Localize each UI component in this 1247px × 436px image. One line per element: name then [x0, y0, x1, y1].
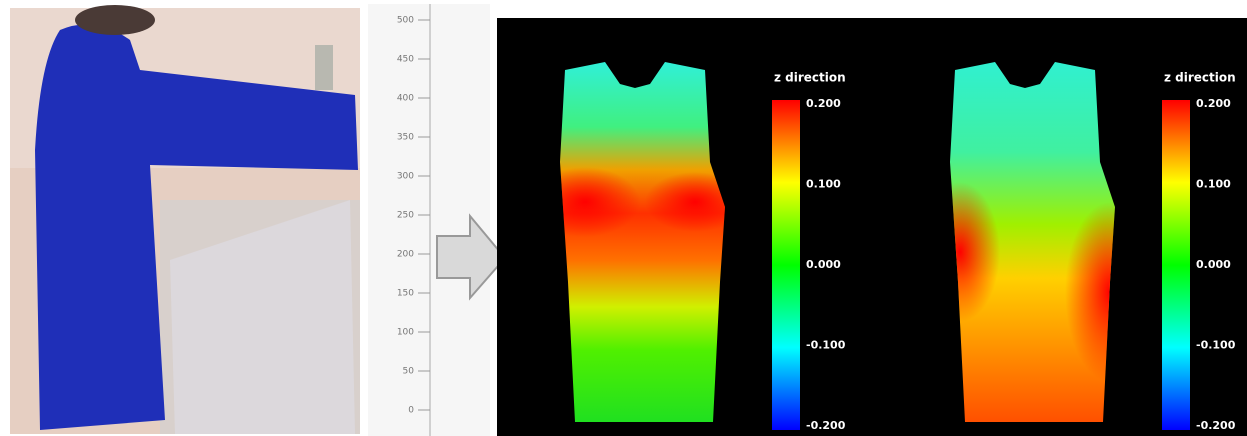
colorbar-label: 0.100 — [1196, 178, 1231, 191]
colorbar-label: 0.200 — [1196, 97, 1231, 110]
colorbar — [772, 100, 800, 430]
ruler-label: 350 — [397, 133, 414, 143]
colorbar-label: 0.000 — [806, 258, 841, 271]
colorbar-label: 0.200 — [806, 97, 841, 110]
ruler-label: 50 — [403, 367, 415, 377]
ruler-label: 500 — [397, 16, 414, 26]
ruler-label: 300 — [397, 172, 414, 182]
colorbar-label: 0.100 — [806, 178, 841, 191]
colorbar-label: 0.000 — [1196, 258, 1231, 271]
colorbar — [1162, 100, 1190, 430]
ruler-label: 150 — [397, 289, 414, 299]
colorbar-label: -0.100 — [1196, 339, 1236, 352]
ruler-label: 400 — [397, 94, 414, 104]
colorbar-title: z direction — [1164, 71, 1236, 85]
ruler-label: 100 — [397, 328, 414, 338]
ruler-label: 0 — [408, 406, 414, 416]
photo — [10, 5, 360, 434]
ruler-label: 450 — [397, 55, 414, 65]
figure: 500450400350300250200150100500 z directi… — [0, 0, 1247, 436]
colorbar-label: -0.200 — [1196, 419, 1236, 432]
colorbar-title: z direction — [774, 71, 846, 85]
ruler-label: 250 — [397, 211, 414, 221]
colorbar-label: -0.200 — [806, 419, 846, 432]
colorbar-label: -0.100 — [806, 339, 846, 352]
ruler-label: 200 — [397, 250, 414, 260]
